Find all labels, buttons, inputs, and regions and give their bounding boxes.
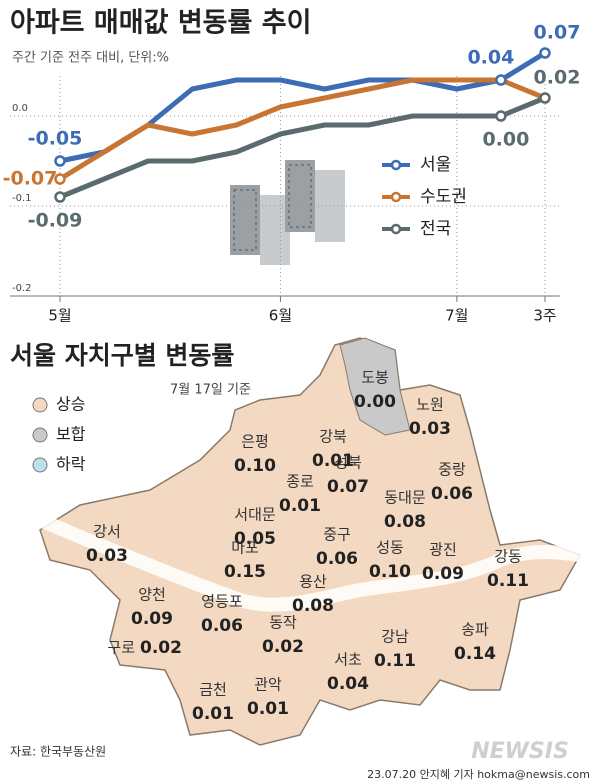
district-value: 0.06 (201, 616, 243, 636)
district-value: 0.03 (409, 419, 451, 439)
district-name: 성동 (376, 539, 404, 557)
district-value: 0.03 (86, 546, 128, 566)
value-label: 0.04 (467, 47, 514, 69)
district-name: 용산 (299, 573, 327, 591)
point-marker (54, 191, 66, 203)
district-value: 0.02 (140, 638, 182, 658)
district-name: 중랑 (438, 461, 466, 479)
district-value: 0.04 (327, 674, 369, 694)
legend-label: 수도권 (420, 187, 467, 207)
legend-marker (390, 159, 402, 171)
district-value: 0.01 (192, 704, 234, 724)
legend-label: 전국 (420, 219, 451, 239)
district-value: 0.05 (234, 529, 276, 549)
map-title: 서울 자치구별 변동률 (10, 341, 234, 370)
seoul-outline (39, 337, 582, 746)
legend-marker (390, 191, 402, 203)
district-value: 0.01 (247, 699, 289, 719)
district-value: 0.15 (224, 562, 266, 582)
point-marker (539, 92, 551, 104)
district-value: 0.09 (131, 609, 173, 629)
district-value: 0.11 (487, 571, 529, 591)
series-line (58, 77, 546, 182)
district-name: 동대문 (384, 489, 426, 507)
district-name: 강동 (494, 548, 522, 566)
value-label: 0.02 (534, 67, 581, 89)
district-name: 성북 (334, 454, 362, 472)
watermark: NEWSIS (471, 739, 569, 764)
district-value: 0.06 (316, 549, 358, 569)
district-name: 마포 (231, 539, 259, 557)
district-value: 0.08 (384, 512, 426, 532)
district-name: 구로 (107, 639, 135, 657)
chart-subtitle: 주간 기준 전주 대비, 단위:% (12, 51, 169, 66)
x-tick-label: 6월 (269, 307, 292, 325)
district-name: 은평 (241, 433, 269, 451)
chart-title: 아파트 매매값 변동률 추이 (10, 8, 311, 39)
point-marker (539, 47, 551, 59)
district-value: 0.10 (369, 562, 411, 582)
map-legend-label: 상승 (56, 395, 85, 414)
district-name: 영등포 (201, 593, 243, 611)
district-name: 서대문 (234, 506, 276, 524)
district-name: 노원 (416, 396, 444, 414)
map-legend-swatch (32, 457, 48, 473)
district-name: 도봉 (361, 369, 389, 387)
value-label: -0.07 (3, 168, 58, 190)
district-value: 0.00 (354, 392, 396, 412)
han-river (37, 513, 587, 612)
legend-marker (390, 223, 402, 235)
district-name: 강서 (93, 523, 121, 541)
district-value: 0.14 (454, 644, 496, 664)
legend-label: 서울 (420, 155, 451, 175)
point-marker (495, 74, 507, 86)
district-name: 양천 (138, 586, 166, 604)
series-line (59, 95, 546, 200)
district-name: 송파 (461, 621, 489, 639)
value-label: -0.05 (28, 128, 83, 150)
source: 자료: 한국부동산원 (10, 745, 106, 759)
map-legend-swatch (32, 397, 48, 413)
map-date: 7월 17일 기준 (170, 383, 251, 398)
district-value: 0.10 (234, 456, 276, 476)
district-value: 0.08 (292, 596, 334, 616)
map-legend-label: 하락 (56, 455, 86, 474)
district-name: 금천 (199, 681, 227, 699)
x-tick-label: 7월 (445, 307, 468, 325)
district-name: 광진 (429, 541, 457, 559)
y-tick-label: -0.2 (12, 283, 32, 294)
district-value: 0.01 (312, 451, 354, 471)
y-tick-label: -0.1 (12, 193, 32, 204)
district-value: 0.07 (327, 477, 369, 497)
value-label: 0.00 (482, 129, 529, 151)
district-name: 종로 (286, 473, 314, 491)
district-name: 관악 (254, 676, 282, 694)
point-marker (54, 173, 66, 185)
x-tick-label: 3주 (533, 307, 556, 325)
point-marker (54, 155, 66, 167)
district-name: 중구 (323, 526, 351, 544)
district-name: 강북 (319, 428, 347, 446)
district-name: 서초 (334, 651, 362, 669)
district-value: 0.02 (262, 637, 304, 657)
district-name: 강남 (381, 628, 409, 646)
x-tick-label: 5월 (48, 307, 71, 325)
point-marker (495, 110, 507, 122)
map-legend-label: 보합 (56, 425, 86, 444)
district-value: 0.06 (431, 484, 473, 504)
dobong-area (339, 337, 411, 436)
y-tick-label: 0.0 (12, 103, 28, 114)
credit: 23.07.20 안지혜 기자 hokma@newsis.com (367, 768, 590, 781)
district-value: 0.11 (374, 651, 416, 671)
value-label: 0.07 (534, 22, 581, 44)
value-label: -0.09 (28, 210, 83, 232)
map-legend-swatch (32, 427, 48, 443)
district-value: 0.01 (279, 496, 321, 516)
district-value: 0.09 (422, 564, 464, 584)
district-name: 동작 (269, 614, 297, 632)
